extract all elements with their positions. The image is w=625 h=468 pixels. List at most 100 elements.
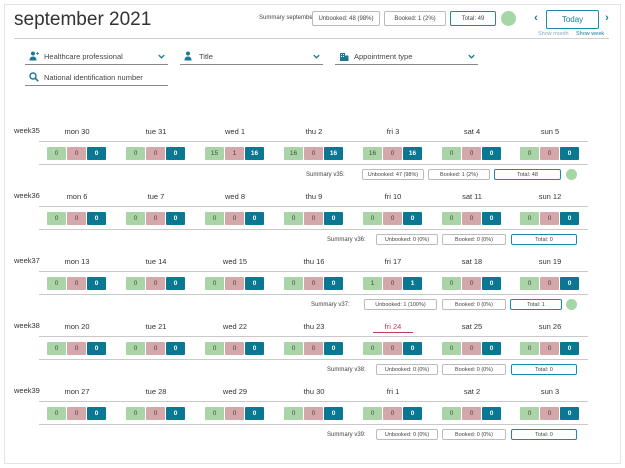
- show-week-link[interactable]: Show week: [576, 31, 605, 37]
- today-button[interactable]: Today: [546, 10, 599, 29]
- today-day-label[interactable]: fri 24: [363, 322, 423, 333]
- booked-count: 0: [146, 147, 165, 160]
- day-label[interactable]: thu 9: [305, 192, 323, 201]
- day-label[interactable]: sun 26: [538, 322, 562, 331]
- day-label[interactable]: sat 11: [462, 192, 482, 201]
- day-label[interactable]: mon 13: [64, 257, 90, 266]
- day-label[interactable]: tue 21: [145, 322, 167, 331]
- day-label[interactable]: fri 3: [386, 127, 400, 136]
- total-count: 0: [482, 342, 501, 355]
- day-slot-counts[interactable]: 15 1 16: [205, 147, 264, 160]
- day-label[interactable]: wed 1: [224, 127, 245, 136]
- appointment-type-select[interactable]: Appointment type: [335, 48, 478, 65]
- total-count: 0: [166, 212, 185, 225]
- day-label[interactable]: tue 14: [145, 257, 167, 266]
- day-label[interactable]: sat 25: [461, 322, 483, 331]
- day-label[interactable]: wed 29: [222, 387, 248, 396]
- unbooked-count: 0: [284, 212, 303, 225]
- day-label[interactable]: tue 7: [147, 192, 165, 201]
- show-month-link[interactable]: Show month: [538, 31, 569, 37]
- day-label[interactable]: fri 1: [386, 387, 400, 396]
- week-top-divider: [39, 271, 588, 272]
- total-count: 0: [87, 277, 106, 290]
- day-label[interactable]: thu 23: [303, 322, 325, 331]
- day-label[interactable]: thu 30: [303, 387, 325, 396]
- day-label[interactable]: wed 8: [224, 192, 245, 201]
- day-label[interactable]: thu 16: [303, 257, 325, 266]
- day-slot-counts[interactable]: 16 0 16: [284, 147, 343, 160]
- day-label[interactable]: tue 28: [145, 387, 167, 396]
- day-label[interactable]: tue 31: [145, 127, 167, 136]
- day-label[interactable]: sun 5: [540, 127, 560, 136]
- total-count: 0: [324, 277, 343, 290]
- total-count: 16: [403, 147, 422, 160]
- day-slot-counts[interactable]: 16 0 16: [363, 147, 422, 160]
- unbooked-count: 0: [363, 407, 382, 420]
- day-label[interactable]: mon 27: [64, 387, 90, 396]
- day-label[interactable]: sat 18: [461, 257, 483, 266]
- day-label[interactable]: sun 19: [538, 257, 562, 266]
- day-label[interactable]: mon 20: [64, 322, 90, 331]
- unbooked-count: 0: [47, 277, 66, 290]
- week-booked-badge: Booked: 0 (0%): [442, 364, 506, 375]
- day-label[interactable]: sat 4: [463, 127, 481, 136]
- national-id-input[interactable]: National identification number: [25, 69, 168, 86]
- person-plus-icon: [29, 51, 39, 61]
- booked-count: 0: [383, 212, 402, 225]
- day-label[interactable]: thu 2: [305, 127, 323, 136]
- week-bottom-divider: [39, 164, 588, 165]
- total-count: 0: [245, 277, 264, 290]
- day-label[interactable]: mon 6: [66, 192, 88, 201]
- previous-arrow-icon[interactable]: ‹: [534, 12, 538, 24]
- day-label[interactable]: wed 22: [222, 322, 248, 331]
- day-label[interactable]: mon 30: [64, 127, 90, 136]
- next-arrow-icon[interactable]: ›: [605, 12, 609, 24]
- unbooked-count: 0: [47, 212, 66, 225]
- day-label[interactable]: wed 15: [222, 257, 248, 266]
- total-count: 0: [166, 342, 185, 355]
- month-summary-label: Summary september 2021:: [259, 15, 332, 21]
- appointment-type-select-label: Appointment type: [354, 51, 413, 61]
- title-select[interactable]: Title: [180, 48, 323, 65]
- professional-select[interactable]: Healthcare professional: [25, 48, 168, 65]
- day-label[interactable]: fri 10: [384, 192, 402, 201]
- day-label[interactable]: sun 3: [540, 387, 560, 396]
- day-label[interactable]: fri 17: [384, 257, 402, 266]
- unbooked-count: 1: [363, 277, 382, 290]
- week-unbooked-badge: Unbooked: 0 (0%): [376, 429, 438, 440]
- day-label[interactable]: sun 12: [538, 192, 562, 201]
- day-label[interactable]: sat 2: [463, 387, 481, 396]
